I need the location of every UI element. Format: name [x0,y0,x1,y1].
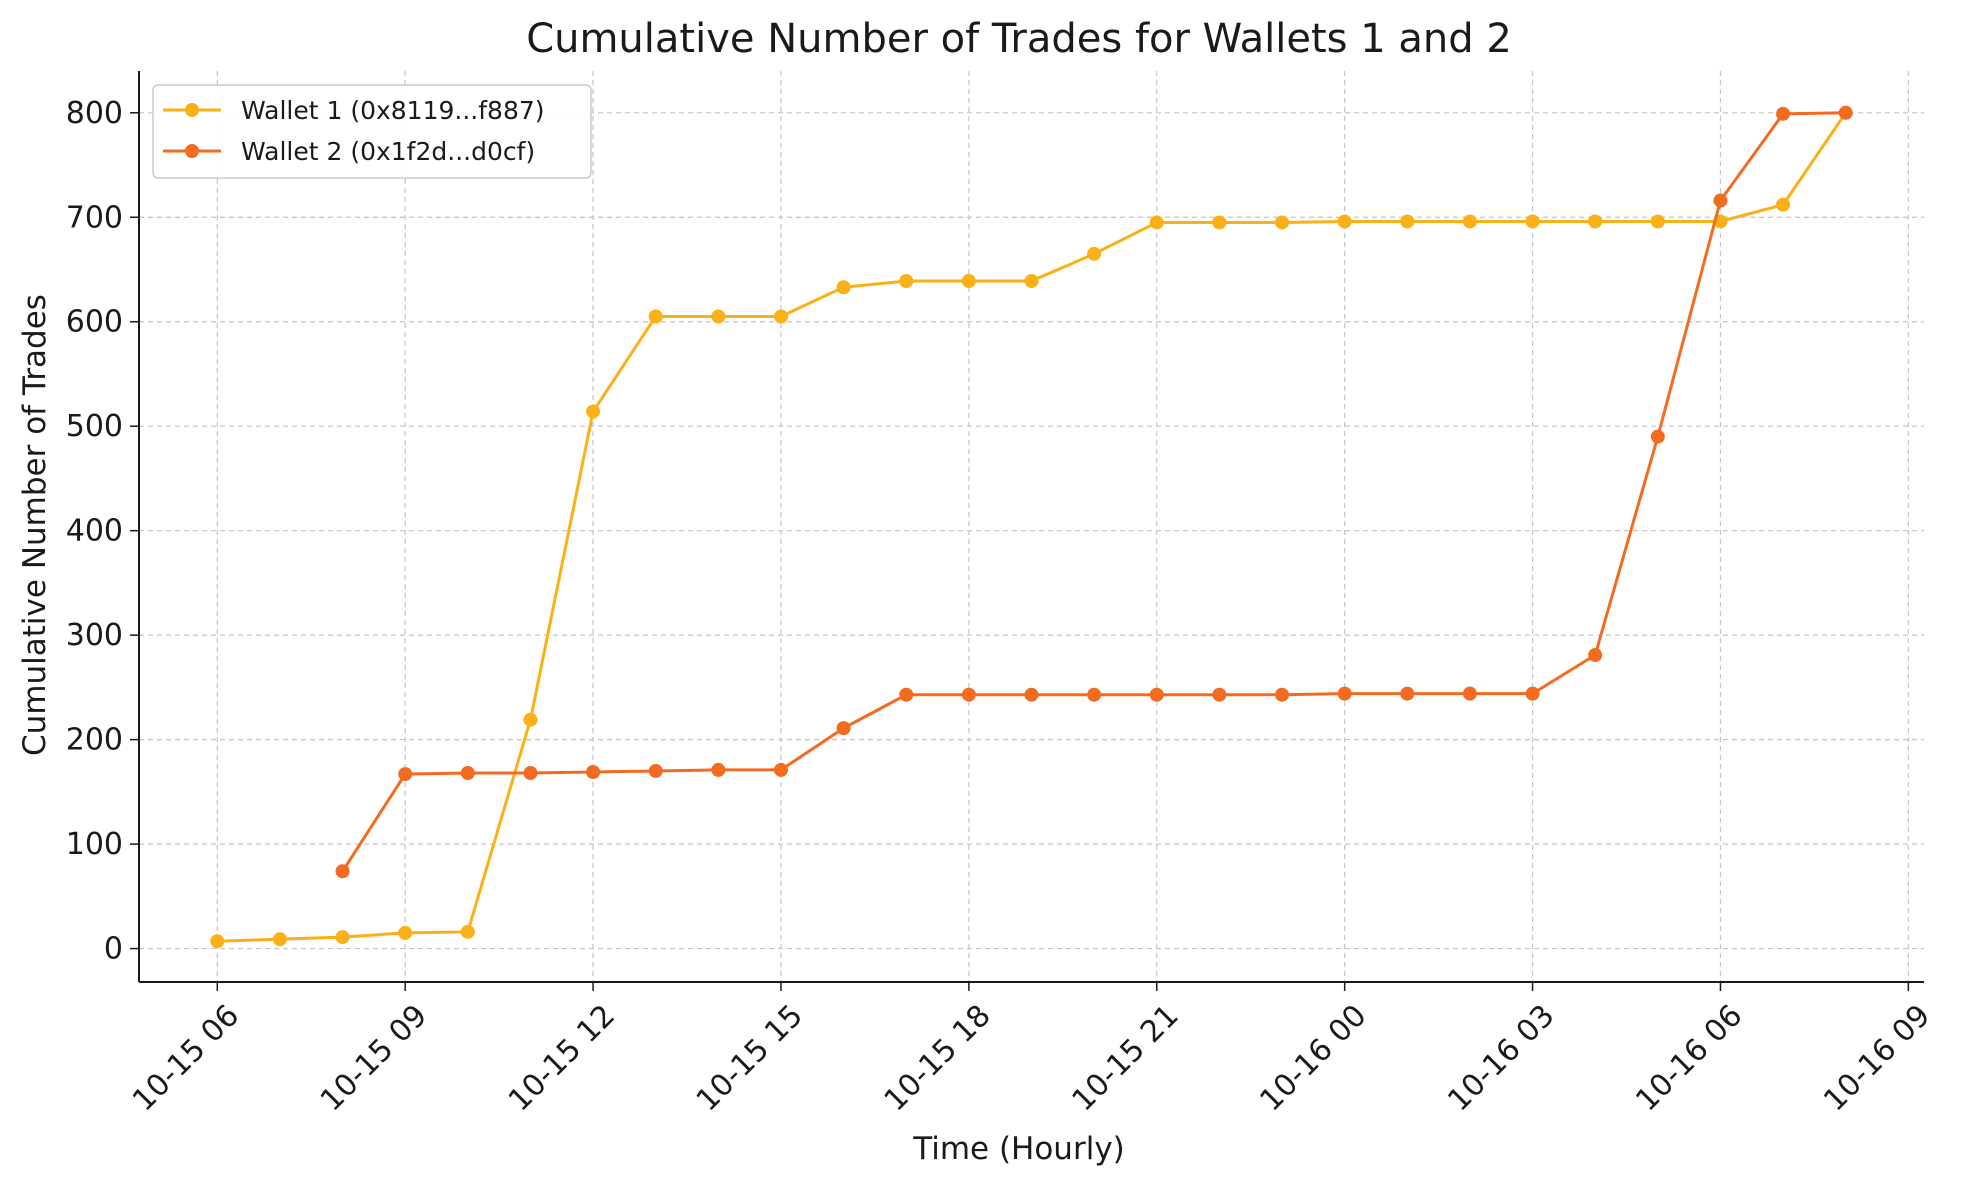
data-point [836,280,851,295]
y-tick-label: 400 [66,514,123,549]
data-point [1650,429,1665,444]
data-point [1024,687,1039,702]
x-tick-label: 10-15 18 [878,998,998,1118]
data-point [210,934,225,949]
data-point [899,687,914,702]
data-point [1275,215,1290,230]
data-point [1087,687,1102,702]
x-tick-label: 10-15 12 [502,998,622,1118]
series-line [217,111,1847,943]
plot-series [210,105,1853,949]
data-point [961,273,976,288]
data-point [1337,686,1352,701]
data-point [648,763,663,778]
data-point [773,309,788,324]
series-2 [335,105,1853,879]
y-tick-label: 300 [66,618,123,653]
data-point [1462,686,1477,701]
legend: Wallet 1 (0x8119...f887) Wallet 2 (0x1f2d… [152,84,592,179]
data-point [1149,215,1164,230]
x-tick-label: 10-16 03 [1441,998,1561,1118]
data-point [398,767,413,782]
data-point [1149,687,1164,702]
data-point [1838,105,1853,120]
legend-box [152,84,592,179]
chart-title: Cumulative Number of Trades for Wallets … [526,16,1512,62]
data-point [335,930,350,945]
data-point [1776,197,1791,212]
data-point [1713,193,1728,208]
legend-swatch-marker [185,103,199,117]
data-point [1525,686,1540,701]
x-tick-label: 10-15 15 [690,998,810,1118]
y-tick-label: 600 [66,305,123,340]
data-point [711,309,726,324]
data-point [460,924,475,939]
data-point [1776,106,1791,121]
data-point [1212,215,1227,230]
data-point [335,864,350,879]
y-tick-label: 500 [66,409,123,444]
data-point [1650,214,1665,229]
x-tick-label: 10-15 06 [126,998,246,1118]
legend-swatch-marker [185,144,199,158]
legend-label: Wallet 2 (0x1f2d...d0cf) [241,137,535,166]
data-point [1400,214,1415,229]
x-tick-label: 10-15 21 [1066,998,1186,1118]
data-point [1588,648,1603,663]
data-point [523,766,538,781]
data-point [586,765,601,780]
y-tick-label: 0 [104,932,123,967]
data-point [1087,246,1102,261]
data-point [1400,686,1415,701]
data-point [523,712,538,727]
data-point [1337,214,1352,229]
data-point [711,762,726,777]
data-point [1462,214,1477,229]
data-point [272,932,287,947]
x-axis-label: Time (Hourly) [912,1131,1125,1167]
y-tick-label: 700 [66,200,123,235]
data-point [961,687,976,702]
data-point [836,721,851,736]
grid [139,71,1924,982]
data-point [1212,687,1227,702]
legend-label: Wallet 1 (0x8119...f887) [241,96,545,125]
data-point [460,766,475,781]
data-point [1588,214,1603,229]
data-point [1024,273,1039,288]
x-tick-label: 10-16 09 [1817,998,1937,1118]
data-point [1525,214,1540,229]
x-tick-label: 10-15 09 [314,998,434,1118]
y-tick-label: 200 [66,723,123,758]
data-point [773,762,788,777]
y-tick-label: 100 [66,827,123,862]
series-1 [210,105,1853,949]
y-axis-label: Cumulative Number of Trades [17,294,53,756]
x-tick-label: 10-16 00 [1253,998,1373,1118]
x-axis: 10-15 06 10-15 09 10-15 12 10-15 15 10-15 18… [126,982,1937,1118]
y-tick-label: 800 [66,96,123,131]
data-point [586,404,601,419]
series-line [341,111,1846,873]
x-tick-label: 10-16 06 [1629,998,1749,1118]
data-point [648,309,663,324]
data-point [1275,687,1290,702]
y-axis: 0 100 200 300 400 500 600 700 800 [66,96,139,967]
data-point [398,925,413,940]
data-point [899,273,914,288]
axes-frame [138,71,1924,983]
